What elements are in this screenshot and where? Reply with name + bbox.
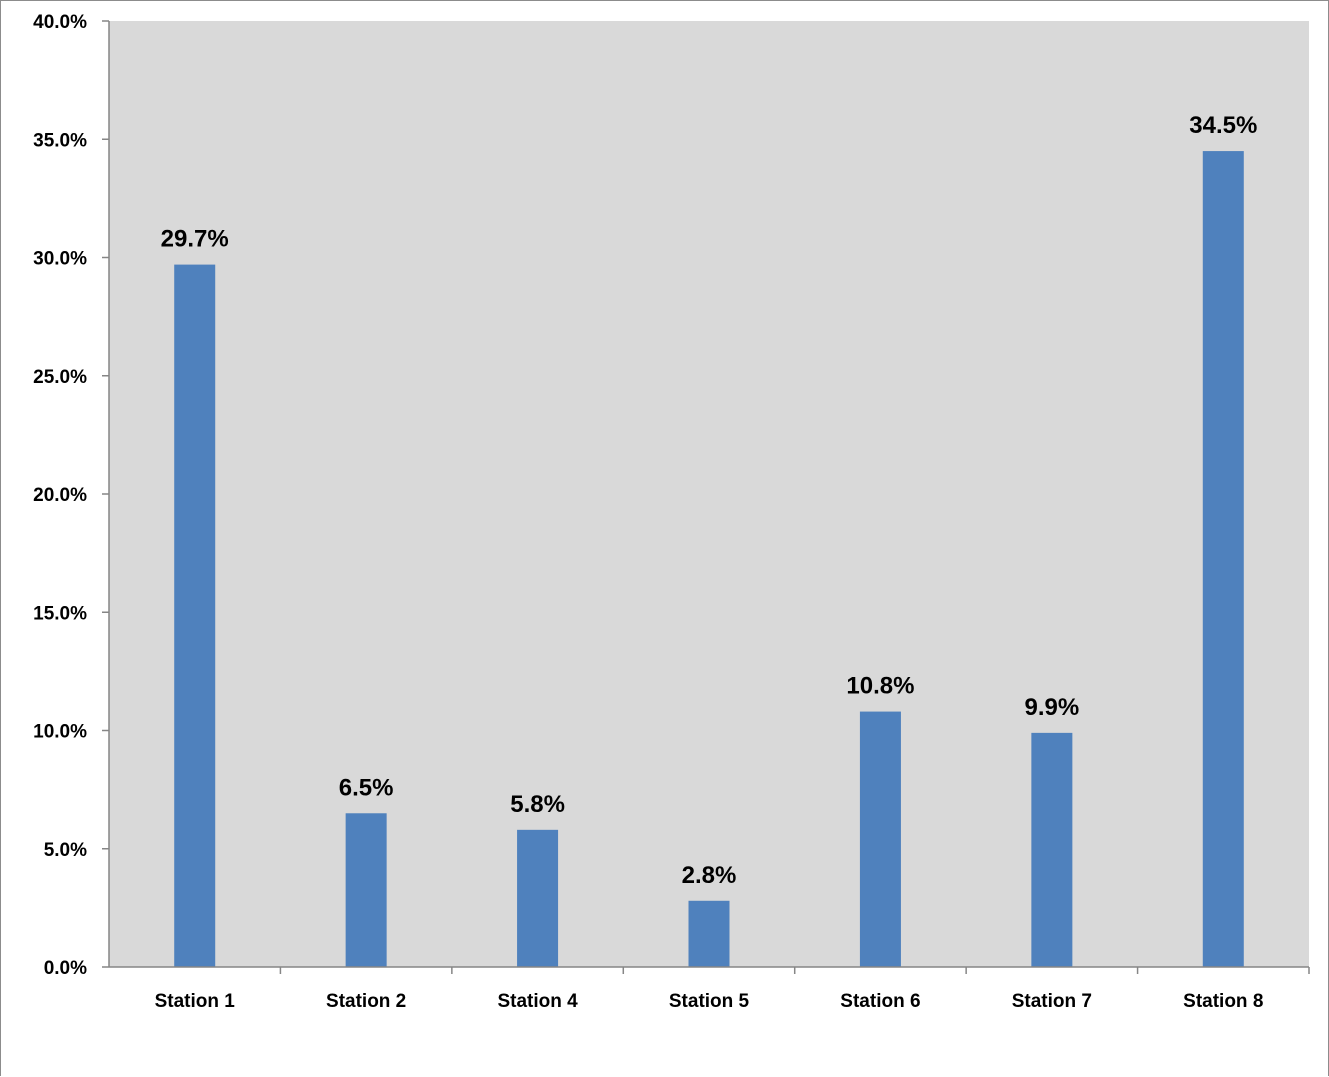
bars xyxy=(174,151,1244,968)
plot-area xyxy=(109,21,1309,967)
x-tick-label: Station 8 xyxy=(1183,991,1263,1012)
bar xyxy=(859,711,901,967)
x-tick-label: Station 4 xyxy=(497,991,578,1012)
bar xyxy=(517,829,559,967)
data-label: 9.9% xyxy=(1025,694,1080,721)
bar xyxy=(174,264,216,968)
x-tick-label: Station 5 xyxy=(669,991,750,1012)
y-tick-label: 40.0% xyxy=(33,12,87,33)
x-tick-label: Station 6 xyxy=(840,991,920,1012)
y-tick-label: 10.0% xyxy=(33,722,87,743)
y-tick-label: 0.0% xyxy=(44,958,87,979)
x-tick-label: Station 7 xyxy=(1012,991,1092,1012)
y-tick-label: 5.0% xyxy=(44,840,87,861)
y-tick-label: 35.0% xyxy=(33,130,87,151)
y-axis-labels: 0.0% 5.0% 10.0% 15.0% 20.0% 25.0% 30.0% 35.0% 40… xyxy=(33,12,87,979)
data-label: 34.5% xyxy=(1189,112,1257,139)
data-label: 2.8% xyxy=(682,862,737,889)
y-axis-ticks xyxy=(102,20,109,968)
bar xyxy=(688,900,730,967)
data-label: 10.8% xyxy=(846,673,914,700)
bar xyxy=(1031,732,1073,967)
bar xyxy=(1202,151,1244,967)
data-labels: 29.7% 6.5% 5.8% 2.8% 10.8% 9.9% 34.5% xyxy=(161,112,1258,889)
x-axis-labels: Station 1 Station 2 Station 4 Station 5 Stat… xyxy=(155,991,1264,1012)
y-tick-label: 20.0% xyxy=(33,485,87,506)
y-tick-label: 15.0% xyxy=(33,603,87,624)
y-tick-label: 25.0% xyxy=(33,367,87,388)
bar xyxy=(345,813,387,967)
data-label: 29.7% xyxy=(161,226,229,253)
data-label: 6.5% xyxy=(339,774,394,801)
x-tick-label: Station 1 xyxy=(155,991,236,1012)
data-label: 5.8% xyxy=(510,791,565,818)
x-tick-label: Station 2 xyxy=(326,991,406,1012)
y-tick-label: 30.0% xyxy=(33,249,87,270)
x-axis-ticks xyxy=(279,967,1310,974)
